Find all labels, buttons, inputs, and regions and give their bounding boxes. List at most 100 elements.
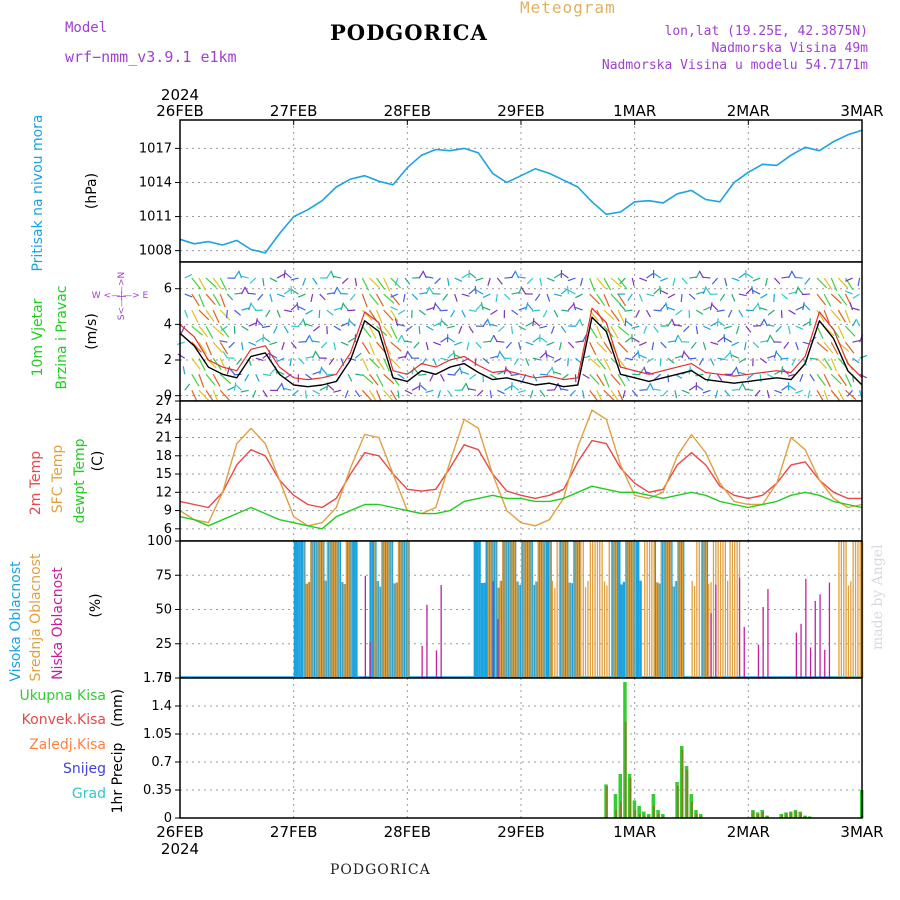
wind-arrow <box>459 366 463 375</box>
cloud-bar-srednja <box>722 541 724 678</box>
wind-arrow <box>376 341 387 354</box>
wind-arrow <box>305 356 314 359</box>
wind-arrow <box>489 323 498 327</box>
cloud-bar-srednja <box>333 541 336 678</box>
cloud-bar-niska <box>440 585 442 678</box>
wind-arrow <box>596 357 606 370</box>
x-tick-label-top: 3MAR <box>840 102 883 120</box>
cloud-bar-srednja <box>388 541 390 678</box>
wind-arrow <box>553 309 559 318</box>
wind-arrow <box>468 388 477 391</box>
wind-arrow <box>265 309 271 318</box>
wind-arrow <box>383 293 395 304</box>
wind-arrow <box>788 270 793 279</box>
cloud-bar-niska <box>715 584 717 678</box>
wind-arrow <box>326 292 335 295</box>
wind-arrow <box>645 383 652 391</box>
wind-arrow <box>461 309 466 318</box>
wind-arrow <box>510 382 513 391</box>
wind-arrow <box>191 341 202 353</box>
cloud-bar-niska <box>814 600 816 678</box>
wind-arrow <box>205 309 215 322</box>
wind-arrow <box>760 293 768 299</box>
wind-arrow <box>619 303 626 311</box>
wind-arrow <box>823 357 833 371</box>
cloud-bar-srednja <box>603 581 606 678</box>
y-tick-label: 1017 <box>139 141 172 156</box>
wind-arrow <box>688 385 697 391</box>
wind-arrow <box>619 277 626 285</box>
cloud-bar-visoka <box>473 541 476 678</box>
cloud-bar-niska <box>364 575 366 678</box>
wind-arrow <box>680 294 683 303</box>
wind-arrow <box>468 325 474 334</box>
wind-arrow <box>247 292 256 295</box>
wind-arrow <box>802 357 807 366</box>
y-tick-label: 24 <box>155 412 172 427</box>
wind-arrow <box>698 357 704 366</box>
wind-arrow <box>717 336 725 343</box>
wind-arrow <box>490 309 498 316</box>
wind-arrow <box>795 389 804 394</box>
wind-arrow <box>589 389 599 402</box>
cloud-bar-niska <box>828 582 831 678</box>
wind-arrow <box>716 318 719 327</box>
precip-bar-total <box>646 814 651 818</box>
cloud-bar-niska <box>421 645 423 678</box>
cloud-bar-visoka <box>296 541 299 678</box>
wind-arrow <box>191 373 200 387</box>
x-tick-label-top: 27FEB <box>270 102 317 120</box>
wind-arrow <box>276 273 285 279</box>
temp-line-1 <box>179 409 863 527</box>
wind-arrow <box>383 325 393 338</box>
model-name: wrf−nmm_v3.9.1 e1km <box>65 48 237 66</box>
cloud-bar-visoka <box>637 541 640 678</box>
wind-arrow <box>752 303 759 311</box>
wind-arrow <box>498 325 505 332</box>
cloud-bar-srednja <box>670 541 672 678</box>
wind-arrow <box>546 367 553 375</box>
wind-arrow <box>262 277 265 287</box>
wind-arrow <box>376 373 384 387</box>
wind-arrow <box>845 389 857 401</box>
wind-arrow <box>291 289 299 295</box>
temp-ylabel-sfc: SFC Temp <box>50 445 66 514</box>
wind-arrow <box>411 385 420 391</box>
wind-arrow <box>539 277 543 287</box>
y-tick-label: 0.7 <box>151 755 172 770</box>
wind-arrow <box>257 293 264 301</box>
wind-arrow <box>773 350 778 359</box>
wind-arrow <box>241 286 246 295</box>
y-tick-label: 18 <box>155 449 172 464</box>
wind-arrow <box>248 341 257 347</box>
temp-line-2 <box>179 485 863 530</box>
cloud-bar-niska <box>819 594 821 678</box>
y-tick-label: 75 <box>155 568 172 583</box>
wind-arrow <box>198 277 207 291</box>
wind-arrow <box>474 286 477 295</box>
wind-arrow <box>454 277 463 282</box>
wind-arrow <box>738 357 747 364</box>
wind-arrow <box>355 373 364 376</box>
cloud-bar-srednja <box>677 541 679 678</box>
cloud-bar-srednja <box>606 585 608 678</box>
wind-arrow <box>428 286 434 295</box>
wind-arrow <box>752 341 760 349</box>
wind-arrow <box>404 340 413 343</box>
wind-arrow <box>347 318 351 327</box>
wind-arrow <box>745 388 754 391</box>
wind-arrow <box>369 277 380 289</box>
cloud-bar-niska <box>426 604 428 678</box>
cloud-bar-srednja <box>350 541 352 678</box>
y-tick-label: 25 <box>155 637 172 652</box>
wind-arrow <box>682 325 690 333</box>
cloud-bar-srednja <box>563 541 565 678</box>
wind-arrow <box>297 357 305 365</box>
wind-arrow <box>816 277 828 289</box>
wind-arrow <box>349 320 356 327</box>
wind-arrow <box>525 302 529 311</box>
wind-arrow <box>205 325 214 339</box>
wind-arrow <box>475 277 484 282</box>
precip-bar-conv <box>762 811 764 818</box>
wind-arrow <box>702 276 711 279</box>
